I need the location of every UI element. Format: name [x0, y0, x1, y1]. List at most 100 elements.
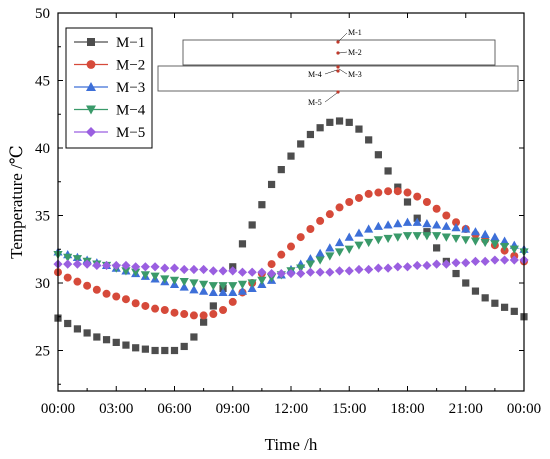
data-point [491, 299, 499, 307]
data-point [480, 229, 490, 238]
data-point [83, 329, 91, 337]
data-point [432, 232, 442, 241]
data-point [325, 267, 335, 277]
data-point [151, 346, 159, 355]
data-point [131, 268, 141, 277]
data-point [92, 260, 102, 271]
data-point [189, 279, 199, 288]
data-point [393, 219, 403, 228]
data-point [305, 267, 316, 277]
data-point [150, 262, 160, 272]
data-point [373, 221, 383, 230]
data-point [101, 260, 112, 271]
inset-point-m1 [336, 40, 340, 44]
data-point [287, 152, 295, 160]
data-point [490, 240, 500, 249]
data-point [140, 271, 150, 280]
data-point [112, 292, 121, 301]
x-tick-label: 18:00 [390, 401, 424, 417]
data-point [364, 189, 373, 198]
data-point [345, 118, 353, 126]
data-point [393, 187, 402, 196]
data-point [364, 238, 374, 248]
data-point [180, 342, 188, 351]
data-point [228, 297, 237, 306]
data-point [228, 282, 238, 291]
data-point [73, 325, 82, 333]
inset-leader-m5 [324, 92, 338, 103]
data-point [509, 245, 519, 254]
data-point [442, 211, 451, 220]
data-point [141, 301, 150, 310]
x-tick-label: 03:00 [99, 401, 133, 417]
data-point [296, 233, 305, 242]
data-point [141, 345, 149, 353]
data-point [364, 224, 374, 233]
data-point [373, 236, 383, 245]
data-point [403, 188, 412, 197]
data-point [374, 151, 382, 159]
legend-marker [86, 60, 96, 69]
data-point [248, 221, 256, 229]
data-point [412, 232, 422, 241]
data-point [470, 237, 481, 246]
data-point [344, 232, 354, 241]
y-tick-label: 35 [35, 209, 50, 225]
data-point [82, 259, 92, 269]
data-point [179, 278, 189, 287]
data-point [228, 287, 238, 297]
legend-label: M−2 [116, 58, 145, 74]
data-point [122, 341, 130, 349]
inset-label-m4: M-4 [308, 70, 322, 79]
legend: M−1 M−2 M−3 M−4 M−5 [65, 27, 153, 149]
data-point [354, 228, 364, 237]
data-point [422, 219, 432, 228]
x-tick-label: 00:00 [41, 401, 75, 417]
x-tick-label: 00:00 [507, 401, 541, 417]
data-point [161, 346, 169, 355]
y-axis-title: Temperature /℃ [7, 145, 26, 259]
data-point [131, 299, 140, 308]
data-point [433, 244, 441, 252]
data-point [218, 282, 228, 291]
data-point [267, 260, 276, 269]
data-point [335, 117, 344, 125]
series-3 [53, 217, 529, 297]
data-point [209, 310, 218, 319]
data-point [373, 263, 383, 273]
data-point [393, 262, 403, 272]
data-point [462, 279, 470, 287]
data-point [422, 198, 431, 206]
data-point [208, 287, 218, 297]
data-point [140, 262, 150, 272]
legend-label: M−5 [116, 125, 145, 141]
data-point [345, 198, 354, 206]
data-point [72, 259, 83, 269]
data-point [422, 260, 432, 271]
data-point [179, 264, 189, 275]
data-point [344, 245, 354, 254]
data-point [209, 302, 217, 310]
data-point [170, 308, 179, 317]
data-point [151, 304, 160, 313]
data-point [247, 267, 257, 277]
data-point [412, 217, 422, 226]
data-point [199, 264, 209, 275]
data-point [190, 333, 198, 341]
data-point [403, 198, 412, 206]
data-markers [53, 117, 529, 355]
data-point [383, 220, 393, 229]
data-point [286, 268, 296, 279]
data-point [334, 248, 345, 257]
data-point [179, 282, 189, 291]
data-point [150, 272, 160, 281]
data-point [93, 333, 101, 341]
inset-label-m3: M-3 [348, 70, 362, 79]
inset-label-m1: M-1 [348, 28, 362, 37]
data-point [218, 287, 228, 297]
data-point [258, 201, 266, 209]
data-point [441, 221, 451, 230]
data-point [364, 264, 374, 275]
legend-marker [86, 127, 96, 137]
data-point [189, 311, 198, 320]
